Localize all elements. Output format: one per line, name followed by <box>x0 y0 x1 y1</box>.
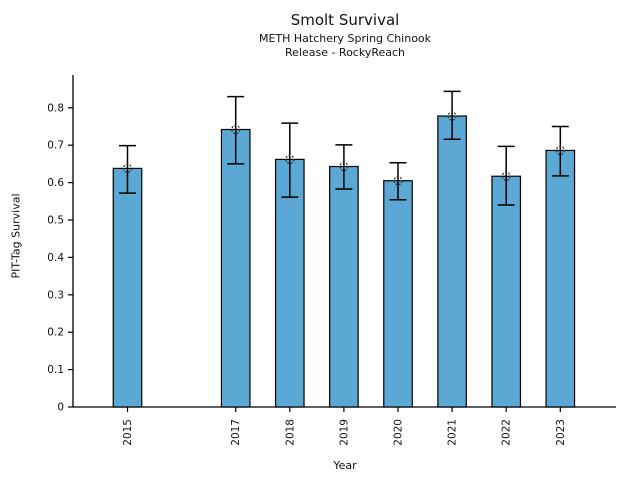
chart-subtitle-line2: Release - RockyReach <box>284 46 406 59</box>
y-tick-label: 0.4 <box>47 252 64 264</box>
marker-2017 <box>231 124 241 135</box>
marker-2019 <box>339 161 349 172</box>
bar-2021 <box>437 115 467 408</box>
marker-2021 <box>447 111 457 121</box>
marker-2023 <box>555 145 565 156</box>
y-tick-label: 0.8 <box>47 102 64 114</box>
y-tick-label: 0 <box>57 402 64 414</box>
y-tick-label: 0.5 <box>47 215 64 227</box>
marker-2015 <box>122 163 133 174</box>
x-tick-label: 2023 <box>555 419 567 446</box>
bar-2023 <box>545 149 576 408</box>
bar-2015 <box>112 167 143 408</box>
bar-2017 <box>220 128 251 408</box>
chart-subtitle-line1: METH Hatchery Spring Chinook <box>258 32 432 45</box>
x-tick-label: 2018 <box>284 419 296 446</box>
y-tick-label: 0.2 <box>47 327 64 339</box>
marker-2020 <box>393 176 403 186</box>
y-tick-label: 0.3 <box>47 289 64 301</box>
x-axis-label: Year <box>333 459 357 472</box>
y-tick-label: 0.7 <box>47 140 64 152</box>
x-tick-label: 2021 <box>447 419 459 446</box>
marker-2018 <box>285 154 295 165</box>
x-tick-label: 2019 <box>338 419 350 446</box>
y-tick-label: 0.1 <box>47 364 64 376</box>
x-tick-label: 2017 <box>230 419 242 446</box>
x-tick-label: 2020 <box>393 419 405 446</box>
marker-2022 <box>501 171 511 181</box>
x-tick-label: 2022 <box>501 419 513 446</box>
chart-title: Smolt Survival <box>290 11 400 29</box>
bar-2019 <box>329 165 359 408</box>
bar-2022 <box>491 175 522 408</box>
bar-2020 <box>383 180 413 408</box>
y-tick-label: 0.6 <box>47 177 64 189</box>
bar-2018 <box>274 158 305 408</box>
x-tick-label: 2015 <box>122 419 134 446</box>
